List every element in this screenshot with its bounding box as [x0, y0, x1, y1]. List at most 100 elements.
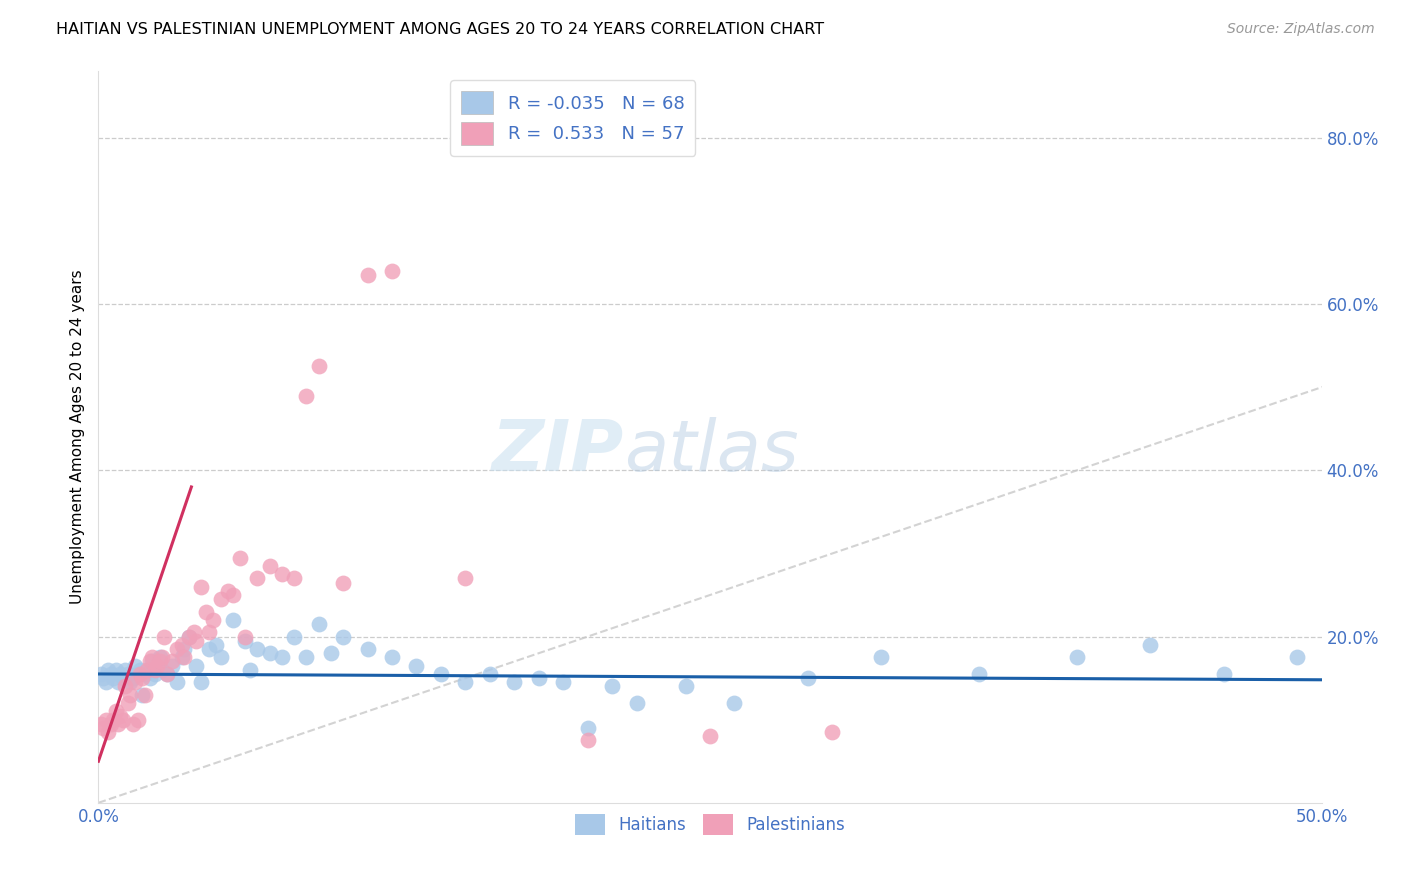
Point — [111, 671, 134, 685]
Point — [129, 663, 152, 677]
Point — [94, 713, 117, 727]
Point — [381, 650, 404, 665]
Point — [114, 663, 136, 677]
Point — [131, 671, 153, 685]
Point — [197, 625, 219, 640]
Point — [270, 567, 294, 582]
Point — [576, 733, 599, 747]
Text: HAITIAN VS PALESTINIAN UNEMPLOYMENT AMONG AGES 20 TO 24 YEARS CORRELATION CHART: HAITIAN VS PALESTINIAN UNEMPLOYMENT AMON… — [56, 22, 824, 37]
Point — [121, 716, 143, 731]
Point — [134, 688, 156, 702]
Point — [100, 667, 122, 681]
Point — [100, 716, 122, 731]
Point — [143, 663, 166, 677]
Point — [97, 663, 120, 677]
Point — [101, 671, 124, 685]
Point — [186, 658, 208, 673]
Point — [166, 642, 188, 657]
Point — [1139, 638, 1161, 652]
Point — [197, 642, 219, 657]
Point — [117, 667, 139, 681]
Point — [202, 613, 225, 627]
Point — [111, 713, 134, 727]
Point — [797, 671, 820, 685]
Point — [90, 716, 112, 731]
Point — [246, 642, 269, 657]
Point — [177, 630, 200, 644]
Point — [308, 617, 330, 632]
Point — [90, 667, 112, 681]
Point — [110, 667, 132, 681]
Point — [149, 650, 172, 665]
Point — [205, 638, 228, 652]
Point — [91, 671, 114, 685]
Point — [160, 658, 183, 673]
Point — [270, 650, 294, 665]
Point — [233, 630, 256, 644]
Point — [356, 268, 378, 282]
Point — [1286, 650, 1309, 665]
Point — [405, 658, 427, 673]
Point — [209, 592, 232, 607]
Point — [101, 713, 124, 727]
Point — [127, 713, 149, 727]
Point — [626, 696, 648, 710]
Point — [283, 630, 305, 644]
Point — [1212, 667, 1234, 681]
Point — [239, 663, 262, 677]
Point — [121, 671, 143, 685]
Point — [139, 671, 162, 685]
Y-axis label: Unemployment Among Ages 20 to 24 years: Unemployment Among Ages 20 to 24 years — [69, 269, 84, 605]
Point — [117, 696, 139, 710]
Point — [190, 675, 212, 690]
Text: ZIP: ZIP — [492, 417, 624, 486]
Point — [222, 588, 245, 602]
Point — [160, 655, 183, 669]
Point — [1066, 650, 1088, 665]
Point — [143, 667, 166, 681]
Point — [186, 633, 208, 648]
Point — [527, 671, 550, 685]
Point — [600, 680, 623, 694]
Point — [308, 359, 330, 374]
Point — [381, 264, 404, 278]
Point — [454, 675, 477, 690]
Point — [156, 667, 179, 681]
Point — [124, 658, 146, 673]
Point — [120, 688, 142, 702]
Point — [150, 663, 173, 677]
Point — [283, 571, 305, 585]
Point — [576, 721, 599, 735]
Point — [129, 667, 152, 681]
Point — [173, 642, 195, 657]
Point — [454, 571, 477, 585]
Point — [141, 650, 163, 665]
Point — [107, 716, 129, 731]
Point — [153, 630, 176, 644]
Point — [97, 725, 120, 739]
Point — [104, 663, 127, 677]
Point — [295, 650, 318, 665]
Point — [173, 650, 195, 665]
Point — [136, 663, 159, 677]
Point — [104, 705, 127, 719]
Point — [332, 575, 354, 590]
Point — [503, 675, 526, 690]
Text: atlas: atlas — [624, 417, 799, 486]
Point — [170, 650, 193, 665]
Point — [134, 667, 156, 681]
Point — [259, 558, 281, 573]
Point — [110, 708, 132, 723]
Point — [120, 675, 142, 690]
Point — [967, 667, 990, 681]
Point — [166, 675, 188, 690]
Point — [177, 630, 200, 644]
Point — [356, 642, 378, 657]
Point — [870, 650, 893, 665]
Point — [136, 663, 159, 677]
Point — [107, 675, 129, 690]
Point — [699, 729, 721, 743]
Point — [246, 571, 269, 585]
Point — [259, 646, 281, 660]
Point — [139, 655, 162, 669]
